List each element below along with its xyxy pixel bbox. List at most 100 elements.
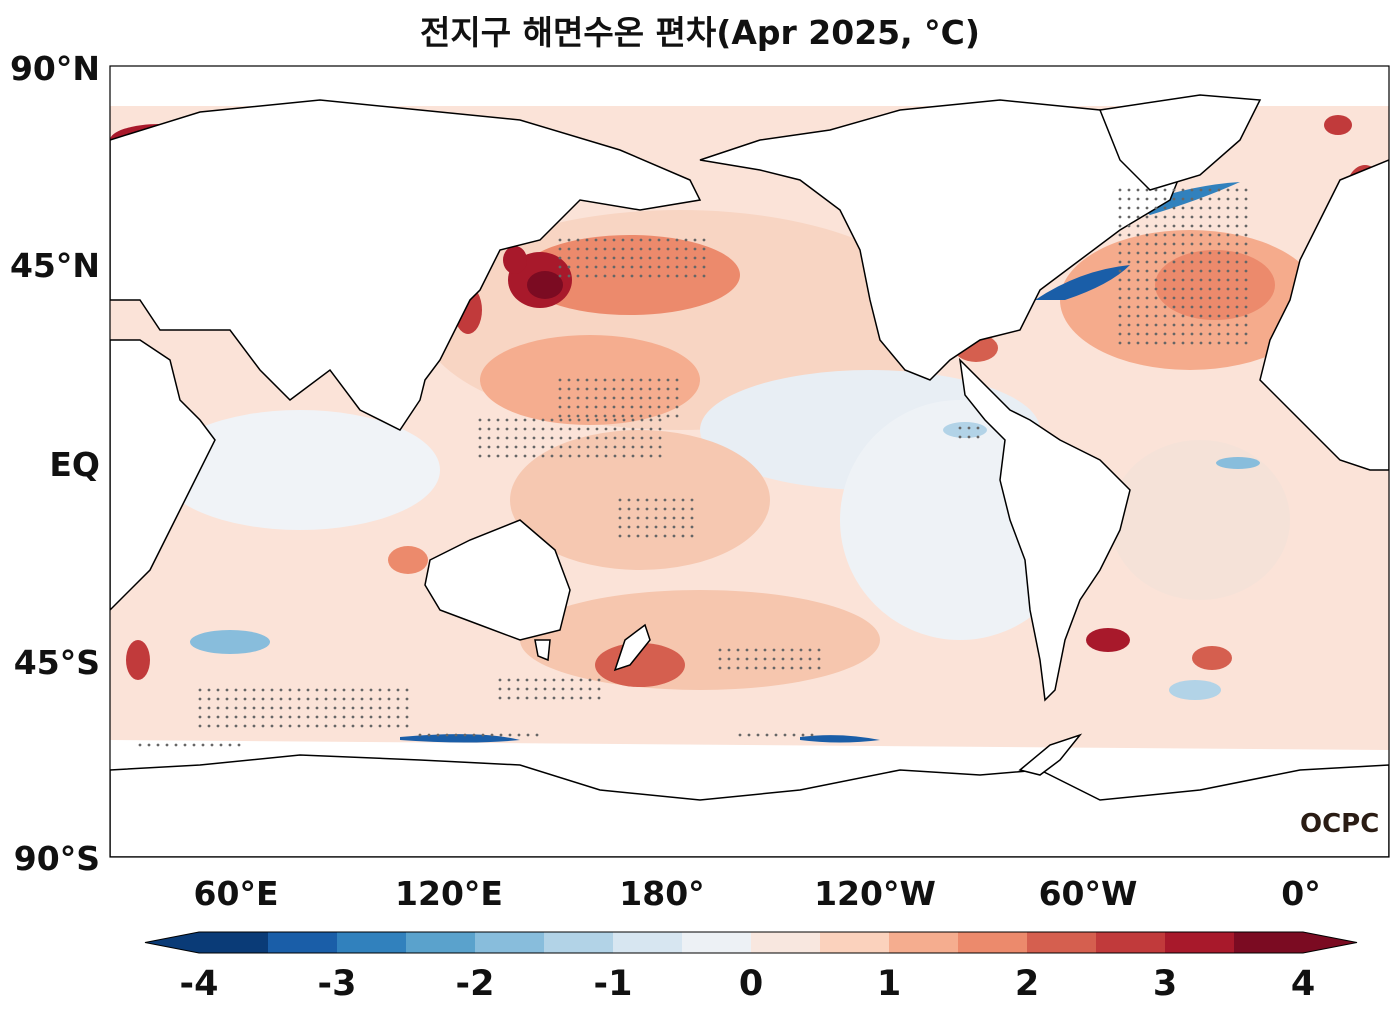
stipple-dot [505, 427, 509, 431]
stipple-dot [1136, 188, 1140, 192]
stipple-dot [405, 706, 409, 710]
stipple-dot [1217, 188, 1221, 192]
stipple-dot [1163, 224, 1167, 228]
stipple-dot [297, 688, 301, 692]
stipple-dot [1145, 233, 1149, 237]
colorbar-swatch [544, 932, 614, 953]
stipple-dot [1118, 188, 1122, 192]
stipple-dot [507, 687, 511, 691]
stipple-dot [654, 516, 658, 520]
stipple-dot [754, 648, 758, 652]
stipple-dot [627, 507, 631, 511]
stipple-dot [675, 274, 679, 278]
stipple-dot [681, 498, 685, 502]
colorbar-tick: -1 [594, 964, 633, 1004]
stipple-dot [654, 525, 658, 529]
stipple-dot [1226, 278, 1230, 282]
stipple-dot [498, 687, 502, 691]
stipple-dot [496, 418, 500, 422]
stipple-dot [808, 657, 812, 661]
stipple-dot [639, 265, 643, 269]
lat-label-45n: 45°N [10, 246, 100, 285]
stipple-dot [1154, 341, 1158, 345]
stipple-dot [567, 238, 571, 242]
stipple-dot [648, 265, 652, 269]
stipple-dot [1208, 269, 1212, 273]
stipple-dot [1208, 341, 1212, 345]
stipple-dot [666, 396, 670, 400]
stipple-dot [378, 715, 382, 719]
stipple-dot [568, 436, 572, 440]
stipple-dot [585, 405, 589, 409]
stipple-dot [559, 427, 563, 431]
stipple-dot [763, 648, 767, 652]
stipple-dot [1172, 269, 1176, 273]
stipple-dot [976, 426, 980, 430]
stipple-dot [333, 715, 337, 719]
stipple-dot [1181, 305, 1185, 309]
stipple-dot [1118, 287, 1122, 291]
stipple-dot [568, 454, 572, 458]
stipple-dot [1145, 260, 1149, 264]
stipple-dot [1172, 332, 1176, 336]
stipple-dot [690, 525, 694, 529]
stipple-dot [690, 534, 694, 538]
stipple-dot [799, 657, 803, 661]
stipple-dot [523, 445, 527, 449]
stipple-dot [567, 414, 571, 418]
stipple-dot [604, 418, 608, 422]
stipple-dot [1172, 305, 1176, 309]
stipple-dot [541, 436, 545, 440]
stipple-dot [1163, 287, 1167, 291]
stipple-dot [1217, 341, 1221, 345]
stipple-dot [657, 405, 661, 409]
stipple-dot [658, 436, 662, 440]
stipple-dot [613, 418, 617, 422]
stipple-dot [387, 715, 391, 719]
stipple-dot [666, 274, 670, 278]
stipple-dot [675, 387, 679, 391]
stipple-dot [1190, 251, 1194, 255]
stipple-dot [672, 525, 676, 529]
stipple-dot [1172, 188, 1176, 192]
stipple-dot [693, 238, 697, 242]
stipple-dot [1172, 197, 1176, 201]
stipple-dot [1145, 197, 1149, 201]
stipple-dot [1127, 314, 1131, 318]
stipple-dot [672, 516, 676, 520]
stipple-dot [498, 678, 502, 682]
stipple-dot [1136, 251, 1140, 255]
stipple-dot [1217, 287, 1221, 291]
stipple-dot [297, 724, 301, 728]
stipple-dot [817, 648, 821, 652]
colorbar-swatch [1027, 932, 1097, 953]
stipple-dot [288, 706, 292, 710]
stipple-dot [279, 688, 283, 692]
stipple-dot [1208, 287, 1212, 291]
stipple-dot [1235, 314, 1239, 318]
stipple-dot [1136, 260, 1140, 264]
stipple-dot [627, 534, 631, 538]
stipple-dot [690, 507, 694, 511]
stipple-dot [1199, 305, 1203, 309]
stipple-dot [597, 678, 601, 682]
stipple-dot [1190, 233, 1194, 237]
stipple-dot [270, 706, 274, 710]
stipple-dot [1127, 323, 1131, 327]
stipple-dot [1226, 215, 1230, 219]
stipple-dot [1172, 314, 1176, 318]
stipple-dot [478, 445, 482, 449]
stipple-dot [1208, 224, 1212, 228]
stipple-dot [532, 427, 536, 431]
stipple-dot [675, 238, 679, 242]
stipple-dot [405, 697, 409, 701]
stipple-dot [790, 657, 794, 661]
stipple-dot [639, 247, 643, 251]
stipple-dot [1172, 296, 1176, 300]
stipple-dot [597, 696, 601, 700]
stipple-dot [525, 687, 529, 691]
stipple-dot [505, 454, 509, 458]
stipple-dot [216, 688, 220, 692]
stipple-dot [1235, 197, 1239, 201]
stipple-dot [1244, 296, 1248, 300]
